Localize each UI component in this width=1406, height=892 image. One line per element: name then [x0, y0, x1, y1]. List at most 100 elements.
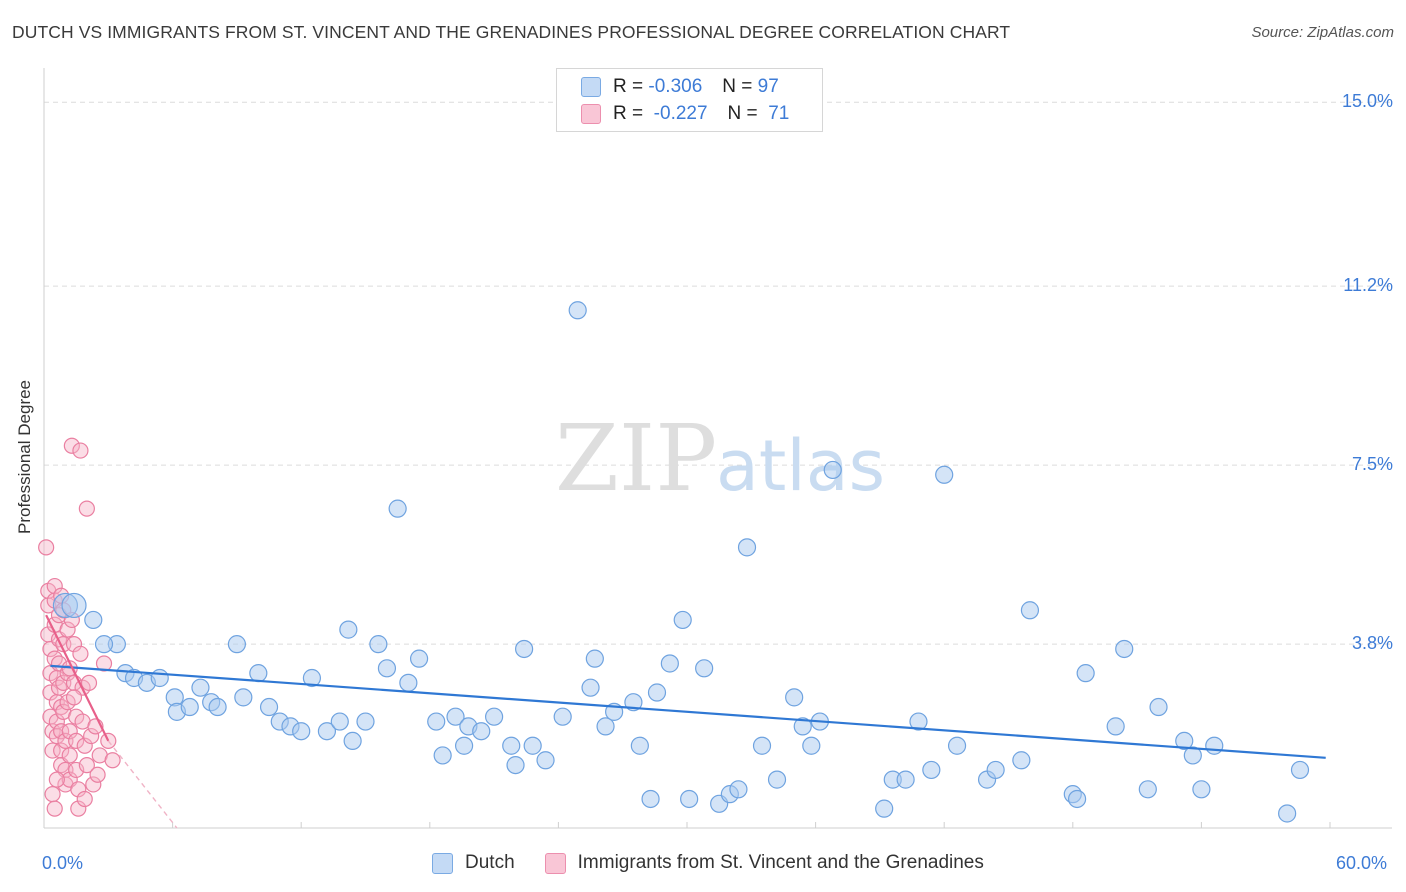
immigrants-point	[78, 756, 95, 774]
dutch-point	[1205, 736, 1224, 755]
dutch-point	[1012, 751, 1031, 770]
dutch-point	[737, 538, 757, 557]
dutch-point	[502, 736, 521, 755]
dutch-point	[793, 717, 812, 736]
dutch-point	[433, 746, 452, 765]
x-tick-label-max: 60.0%	[1336, 853, 1388, 873]
dutch-r-label: R =	[613, 76, 644, 97]
immigrants-point	[50, 679, 68, 696]
dutch-point	[454, 736, 474, 755]
dutch-point	[180, 697, 199, 717]
dutch-trend-line	[50, 664, 1326, 759]
dutch-point	[596, 717, 615, 736]
trend-lines	[45, 614, 1326, 829]
dutch-point	[259, 697, 279, 717]
y-tick-label: 3.8%	[1351, 633, 1393, 654]
immigrants-trend-line	[45, 614, 110, 742]
immigrants-point	[76, 737, 93, 754]
dutch-point	[377, 659, 397, 678]
dutch-point	[624, 693, 643, 712]
immigrants-point	[44, 786, 61, 803]
chart-title: DUTCH VS IMMIGRANTS FROM ST. VINCENT AND…	[12, 22, 1011, 42]
immigrants-point	[61, 747, 78, 764]
axes	[43, 68, 1392, 829]
immigrants-point	[68, 732, 85, 750]
dutch-point	[472, 722, 491, 741]
dutch-point	[388, 499, 407, 518]
y-tick-label: 7.5%	[1351, 454, 1393, 475]
immigrants-point	[83, 727, 100, 745]
immigrants-point	[95, 655, 113, 672]
immigrants-point	[76, 790, 93, 808]
immigrants-point	[65, 636, 83, 653]
dutch-point	[660, 654, 679, 673]
immigrants-legend-label: Immigrants from St. Vincent and the Gren…	[577, 852, 984, 873]
immigrants-point	[38, 539, 55, 556]
dutch-point	[227, 635, 246, 654]
immigrants-r-value: -0.227	[653, 103, 708, 124]
dutch-point	[330, 712, 349, 731]
immigrants-point	[80, 674, 98, 691]
immigrants-point	[85, 776, 102, 793]
dutch-point	[485, 707, 504, 726]
immigrants-point	[44, 723, 61, 740]
immigrants-point	[48, 771, 65, 788]
dutch-point	[1290, 760, 1310, 780]
immigrants-point	[59, 621, 76, 638]
dutch-point	[752, 736, 772, 755]
immigrants-point	[44, 742, 61, 759]
dutch-point	[1175, 731, 1194, 751]
dutch-point	[1183, 746, 1202, 765]
dutch-point	[767, 770, 787, 789]
immigrants-point	[104, 752, 121, 769]
dutch-point	[234, 688, 253, 707]
dutch-point	[399, 673, 418, 692]
grid	[44, 101, 1392, 645]
immigrants-swatch	[581, 104, 601, 124]
dutch-point	[94, 635, 114, 654]
dutch-point	[673, 610, 692, 630]
dutch-point	[785, 688, 804, 707]
x-tick-label-min: 0.0%	[42, 853, 84, 873]
dutch-point	[208, 697, 227, 717]
dutch-point	[292, 722, 311, 741]
stats-legend: R = -0.306 N = 97 R = -0.227 N = 71	[556, 68, 823, 132]
dutch-point	[647, 683, 667, 702]
dutch-points	[52, 301, 1310, 823]
dutch-n-value: 97	[757, 76, 779, 97]
dutch-legend-swatch	[432, 852, 453, 874]
dutch-point	[150, 668, 169, 688]
dutch-point	[1115, 639, 1134, 659]
legend-item-immigrants: Immigrants from St. Vincent and the Gren…	[544, 852, 984, 874]
immigrants-point	[42, 684, 59, 701]
immigrants-n-value: 71	[768, 103, 790, 124]
immigrants-point	[53, 723, 70, 740]
dutch-point	[823, 460, 842, 480]
immigrants-point	[46, 800, 63, 817]
y-tick-label: 15.0%	[1341, 91, 1393, 112]
dutch-point	[536, 751, 555, 770]
dutch-point	[61, 592, 87, 619]
dutch-point	[922, 760, 941, 780]
immigrants-points	[38, 437, 121, 817]
y-tick-label: 11.2%	[1343, 275, 1393, 296]
dutch-point	[523, 736, 542, 755]
immigrants-point	[63, 437, 80, 454]
dutch-point	[302, 668, 322, 688]
dutch-point	[356, 712, 375, 731]
dutch-point	[409, 649, 429, 668]
dutch-point	[1076, 664, 1095, 683]
dutch-point	[986, 760, 1005, 780]
dutch-point	[191, 678, 210, 697]
dutch-point	[1106, 717, 1125, 736]
watermark: ZIP atlas	[555, 405, 885, 512]
dutch-point	[568, 301, 587, 320]
dutch-point	[695, 659, 714, 678]
immigrants-trend-extension	[107, 740, 178, 829]
legend-row-dutch: R = -0.306 N = 97	[581, 73, 779, 101]
dutch-legend-label: Dutch	[465, 852, 515, 873]
dutch-point	[249, 664, 268, 683]
dutch-n-label: N =	[722, 76, 753, 97]
immigrants-point	[70, 781, 87, 798]
